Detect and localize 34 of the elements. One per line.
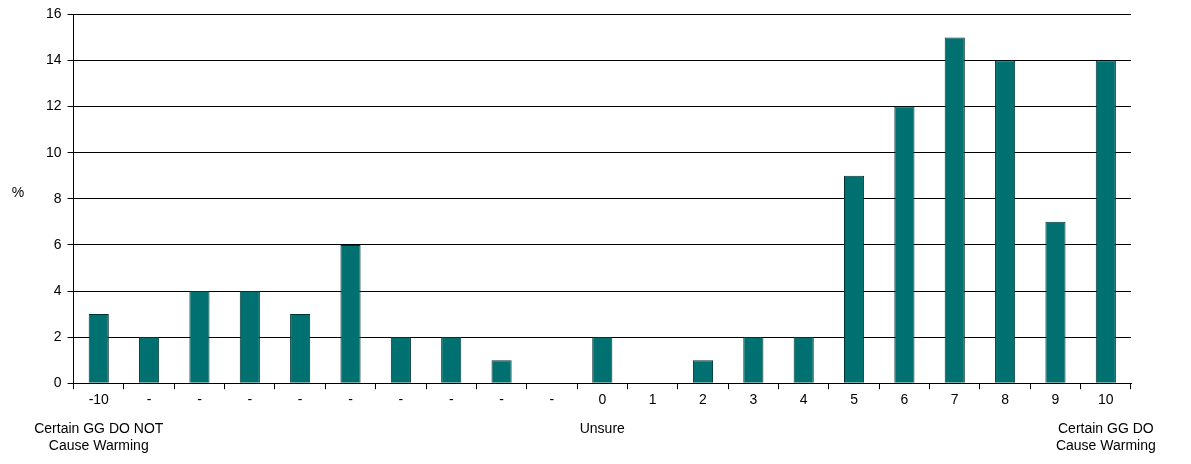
y-tick-label: 16 — [45, 5, 62, 22]
y-tick-label: 12 — [45, 97, 62, 114]
x-tick-label: 2 — [699, 391, 708, 408]
x-tick-label: 8 — [1001, 391, 1010, 408]
x-tick-label: - — [146, 391, 152, 408]
x-tick-label: 10 — [1098, 391, 1114, 408]
x-tick-label: - — [197, 391, 203, 408]
x-tick-label: 0 — [598, 391, 607, 408]
x-tick-label: 7 — [950, 391, 959, 408]
x-tick-label: 5 — [850, 391, 859, 408]
x-tick-label: 9 — [1051, 391, 1060, 408]
y-tick-label: 8 — [53, 189, 62, 206]
x-tick-label: 6 — [900, 391, 909, 408]
text: Certain GG DO Cause Warming — [1055, 419, 1156, 453]
x-tick-label: - — [247, 391, 253, 408]
x-tick-label: - — [348, 391, 354, 408]
x-tick-label: -10 — [88, 391, 110, 408]
x-tick-label: - — [549, 391, 555, 408]
y-tick-label: 2 — [53, 327, 62, 344]
x-tick-label: - — [499, 391, 505, 408]
y-tick-label: 0 — [53, 374, 62, 391]
text: Certain GG DO NOT Cause Warming — [34, 419, 164, 453]
x-tick-label: - — [448, 391, 454, 408]
x-tick-label: 1 — [648, 391, 657, 408]
y-tick-label: 6 — [53, 235, 62, 252]
y-tick-label: 14 — [45, 51, 62, 68]
y-tick-label: 10 — [45, 143, 62, 160]
text: Unsure — [579, 419, 626, 436]
x-tick-label: 4 — [799, 391, 808, 408]
y-tick-label: 4 — [53, 281, 62, 298]
x-tick-label: 3 — [749, 391, 758, 408]
y-axis-title: % — [11, 183, 25, 200]
x-tick-label: - — [398, 391, 404, 408]
x-tick-label: - — [297, 391, 303, 408]
